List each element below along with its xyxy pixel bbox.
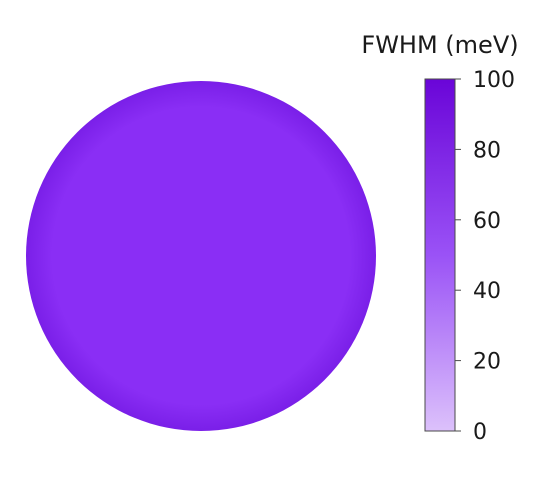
colorbar-tick-label: 100 <box>473 68 515 93</box>
colorbar: 0 20 40 60 80 100 <box>424 68 515 445</box>
wafer-map-circle <box>26 81 376 431</box>
colorbar-ticks: 0 20 40 60 80 100 <box>455 68 515 445</box>
colorbar-tick-label: 40 <box>473 279 501 304</box>
colorbar-tick-label: 20 <box>473 350 501 375</box>
colorbar-tick-label: 80 <box>473 138 501 163</box>
colorbar-tick-label: 0 <box>473 420 487 445</box>
wafer-map <box>26 81 376 431</box>
colorbar-title: FWHM (meV) <box>361 31 518 59</box>
colorbar-gradient <box>424 78 456 432</box>
colorbar-tick-label: 60 <box>473 209 501 234</box>
